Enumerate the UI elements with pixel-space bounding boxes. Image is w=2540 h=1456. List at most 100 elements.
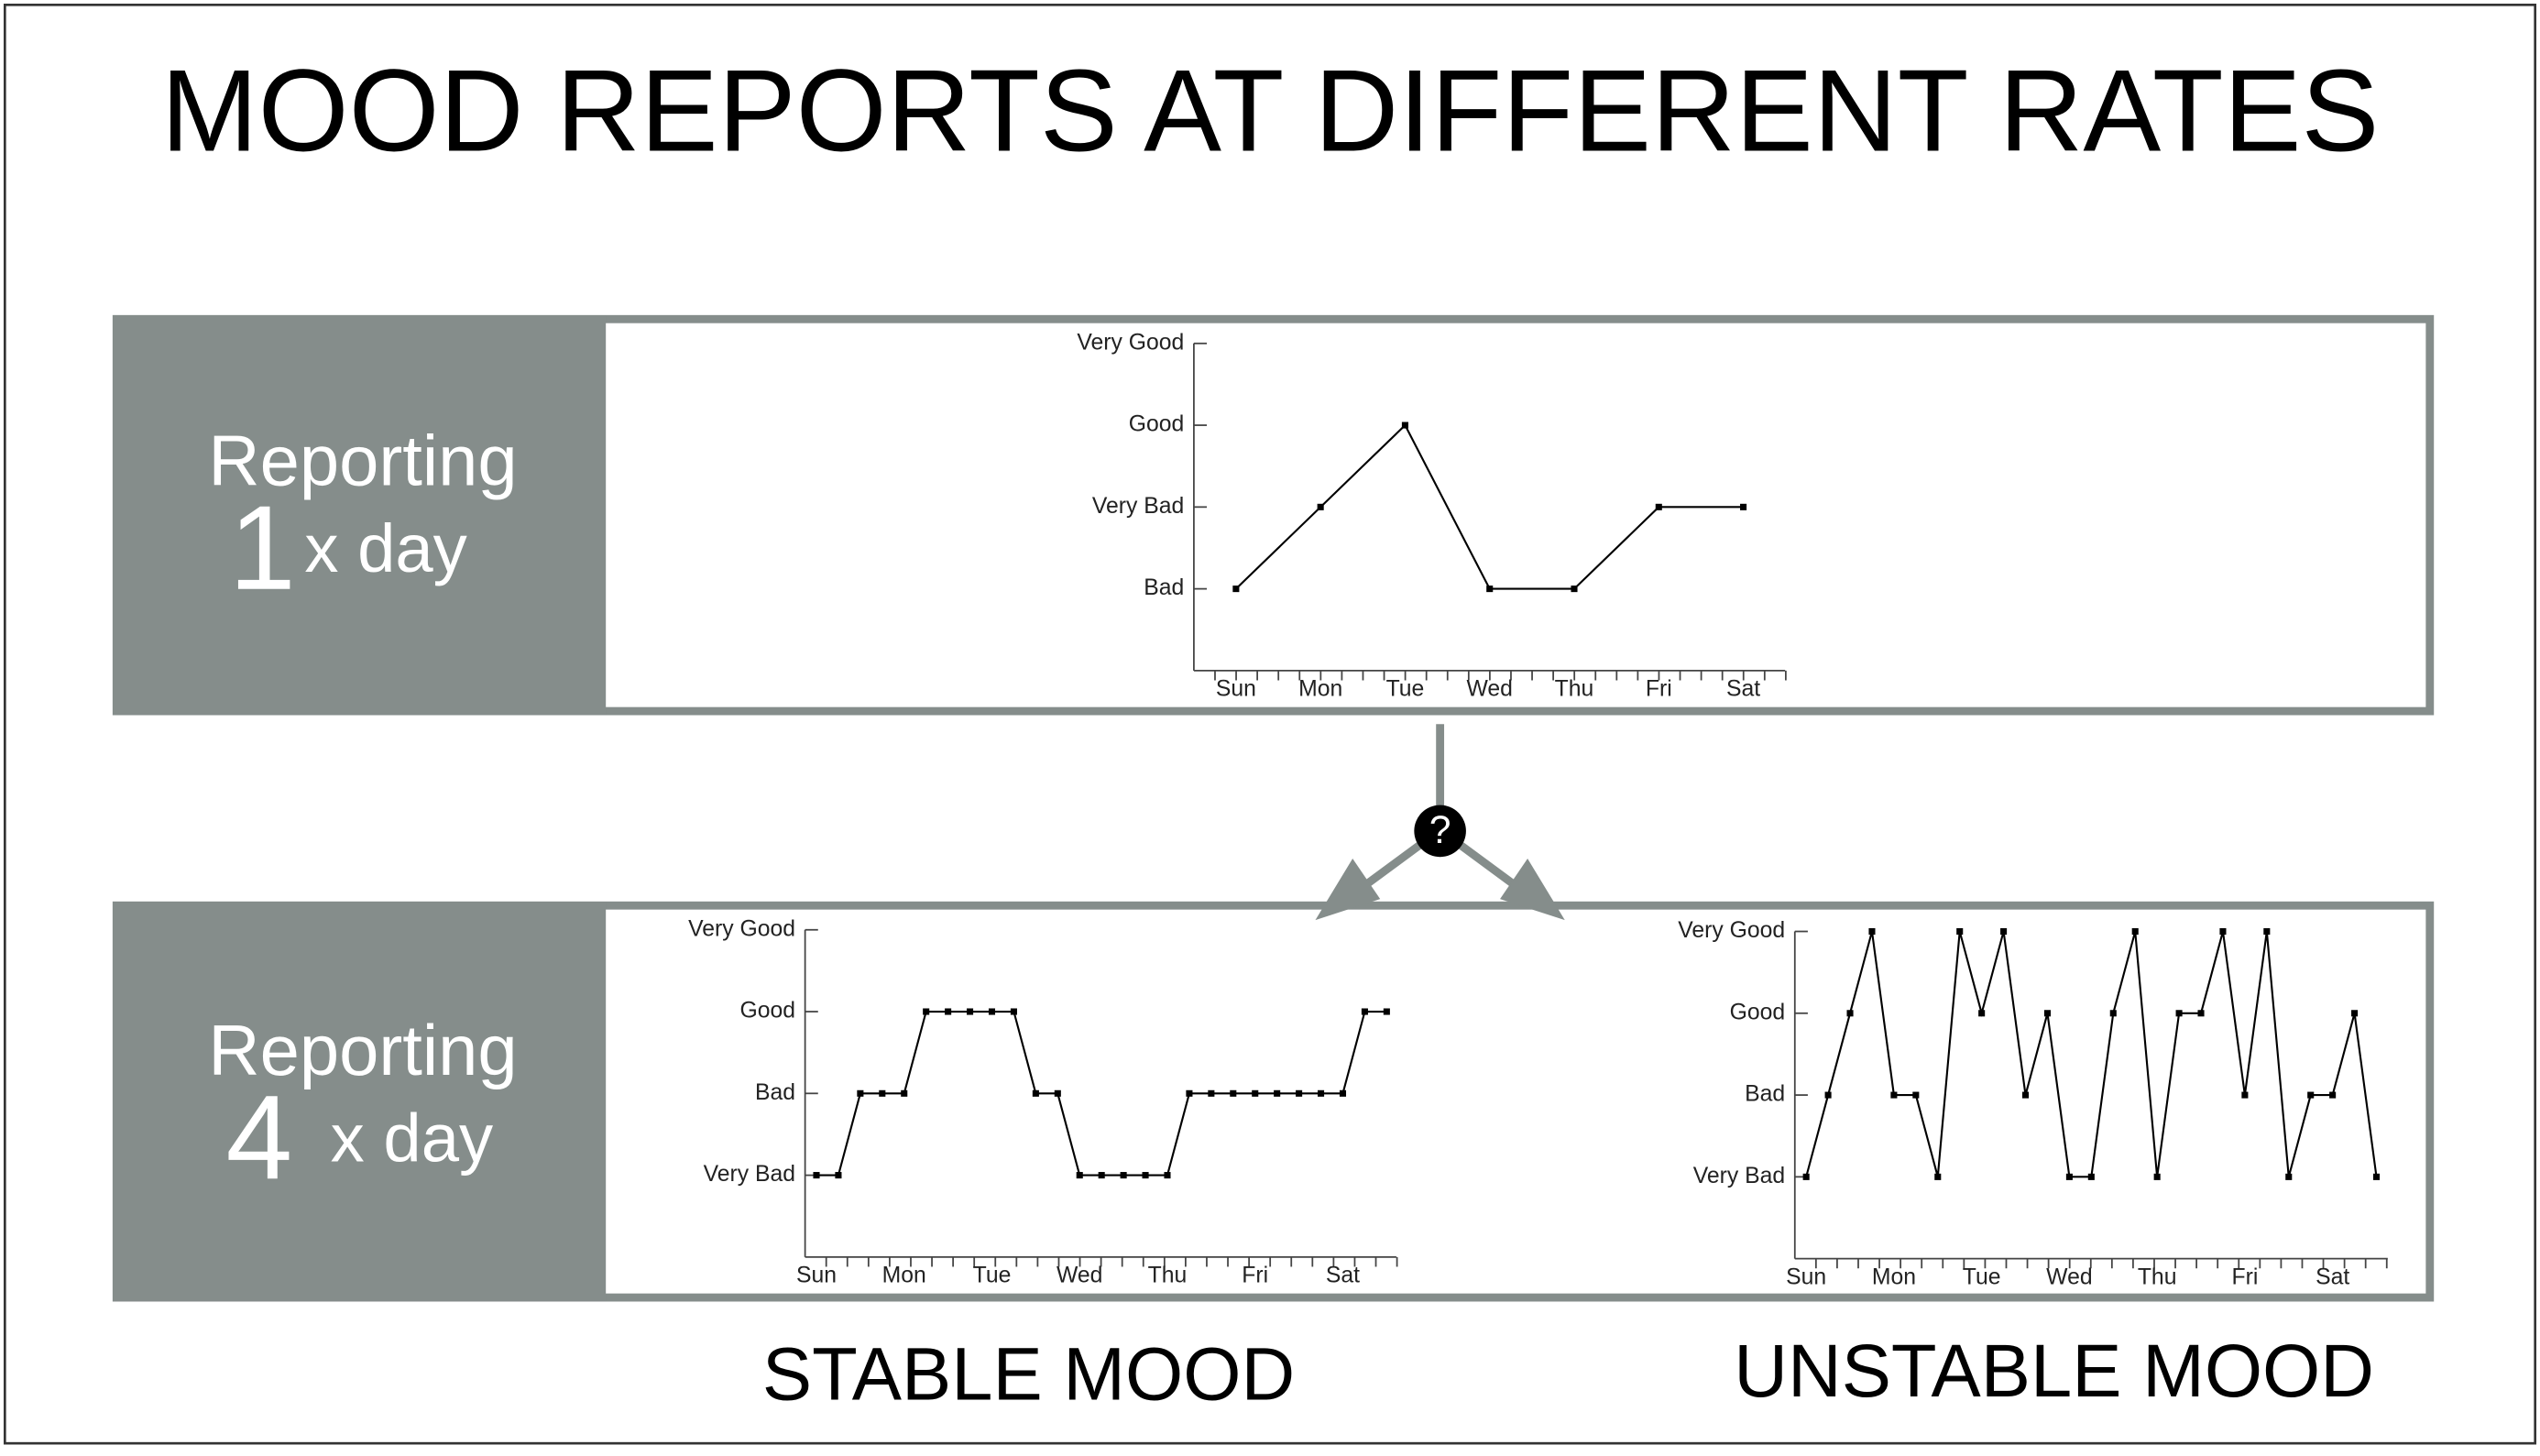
y-tick-label: Good <box>739 999 795 1024</box>
x-tick-label: Mon <box>1872 1264 1916 1289</box>
x-tick-label: Fri <box>1646 677 1672 702</box>
mood-point <box>1978 1010 1986 1017</box>
mood-point <box>2241 1091 2249 1099</box>
mood-point <box>1934 1173 1942 1180</box>
mood-point <box>967 1008 974 1015</box>
mood-point <box>1186 1089 1193 1097</box>
x-tick-label: Tue <box>1963 1264 2001 1289</box>
mood-point <box>2372 1173 2381 1180</box>
mood-point <box>1164 1172 1171 1179</box>
mood-point <box>2285 1173 2293 1180</box>
panel-label-bg <box>113 902 607 1301</box>
mood-point <box>1010 1008 1017 1015</box>
y-tick-label: Good <box>1730 1000 1786 1024</box>
mood-point <box>1120 1172 1127 1179</box>
mood-point <box>1317 503 1324 510</box>
caption: STABLE MOOD <box>762 1333 1295 1417</box>
x-tick-label: Wed <box>2046 1264 2092 1289</box>
panel-label-bg <box>113 315 607 715</box>
mood-point <box>2021 1091 2030 1099</box>
mood-point <box>1098 1172 1105 1179</box>
x-tick-label: Fri <box>2231 1264 2258 1289</box>
question-mark: ? <box>1429 808 1451 851</box>
mood-point <box>1274 1089 1281 1097</box>
mood-point <box>2197 1010 2205 1017</box>
mood-point <box>1032 1089 1039 1097</box>
x-tick-label: Sat <box>1726 677 1760 702</box>
mood-point <box>1054 1089 1061 1097</box>
y-tick-label: Bad <box>755 1080 795 1105</box>
mood-point <box>2109 1010 2117 1017</box>
mood-point <box>1230 1089 1237 1097</box>
mood-point <box>835 1172 842 1179</box>
mood-point <box>1318 1089 1325 1097</box>
mood-point <box>1868 927 1876 936</box>
mood-point <box>1890 1091 1898 1099</box>
x-tick-label: Fri <box>1242 1264 1268 1288</box>
panel-unit: x day <box>331 1100 493 1177</box>
mood-point <box>1208 1089 1215 1097</box>
y-tick-label: Very Good <box>1678 918 1785 943</box>
arrow-head <box>1315 858 1381 921</box>
mood-point <box>2131 927 2139 936</box>
x-tick-label: Sun <box>1786 1264 1826 1289</box>
mood-point <box>1401 421 1408 429</box>
mood-point <box>2263 927 2271 936</box>
x-tick-label: Mon <box>882 1264 926 1288</box>
mood-point <box>988 1008 996 1015</box>
caption: UNSTABLE MOOD <box>1734 1330 2374 1413</box>
y-tick-label: Very Bad <box>1693 1164 1785 1188</box>
mood-point <box>1912 1091 1920 1099</box>
mood-point <box>1361 1008 1368 1015</box>
x-tick-label: Sun <box>796 1264 837 1288</box>
mood-point <box>857 1089 864 1097</box>
x-tick-label: Sat <box>2316 1264 2349 1289</box>
panel-label: Reporting <box>208 422 517 501</box>
mood-point <box>2219 927 2227 936</box>
mood-point <box>1296 1089 1303 1097</box>
mood-point <box>2000 927 2008 936</box>
x-tick-label: Thu <box>1148 1264 1188 1288</box>
mood-point <box>1740 503 1747 510</box>
title: MOOD REPORTS AT DIFFERENT RATES <box>161 45 2380 175</box>
y-tick-label: Bad <box>1745 1082 1785 1107</box>
mood-point <box>1142 1172 1149 1179</box>
x-tick-label: Wed <box>1057 1264 1102 1288</box>
mood-point <box>1571 586 1578 593</box>
panel-label: Reporting <box>208 1012 517 1090</box>
mood-point <box>813 1172 820 1179</box>
x-tick-label: Tue <box>973 1264 1012 1288</box>
mood-point <box>2175 1010 2183 1017</box>
y-tick-label: Very Good <box>688 916 795 941</box>
mood-point <box>2043 1010 2052 1017</box>
panel-unit: x day <box>304 510 466 586</box>
question-badge <box>1414 805 1466 858</box>
panel-number: 1 <box>229 481 296 615</box>
mood-point <box>901 1089 908 1097</box>
x-tick-label: Wed <box>1466 677 1512 702</box>
mood-point <box>1824 1091 1832 1099</box>
mood-point <box>923 1008 930 1015</box>
mood-point <box>1486 586 1494 593</box>
x-tick-label: Thu <box>1555 677 1594 702</box>
mood-point <box>2329 1091 2337 1099</box>
y-tick-label: Bad <box>1144 575 1184 600</box>
mood-point <box>1956 927 1964 936</box>
mood-point <box>1339 1089 1347 1097</box>
arrow-head <box>1500 858 1565 921</box>
y-tick-label: Good <box>1129 412 1185 437</box>
x-tick-label: Sat <box>1326 1264 1360 1288</box>
mood-point <box>945 1008 952 1015</box>
mood-point <box>879 1089 886 1097</box>
mood-point <box>1383 1008 1390 1015</box>
mood-point <box>2153 1173 2161 1180</box>
x-tick-label: Thu <box>2138 1264 2177 1289</box>
mood-point <box>2307 1091 2315 1099</box>
mood-point <box>1076 1172 1083 1179</box>
mood-point <box>1846 1010 1854 1017</box>
mood-point <box>2087 1173 2095 1180</box>
mood-point <box>1232 586 1240 593</box>
y-tick-label: Very Good <box>1077 330 1184 355</box>
